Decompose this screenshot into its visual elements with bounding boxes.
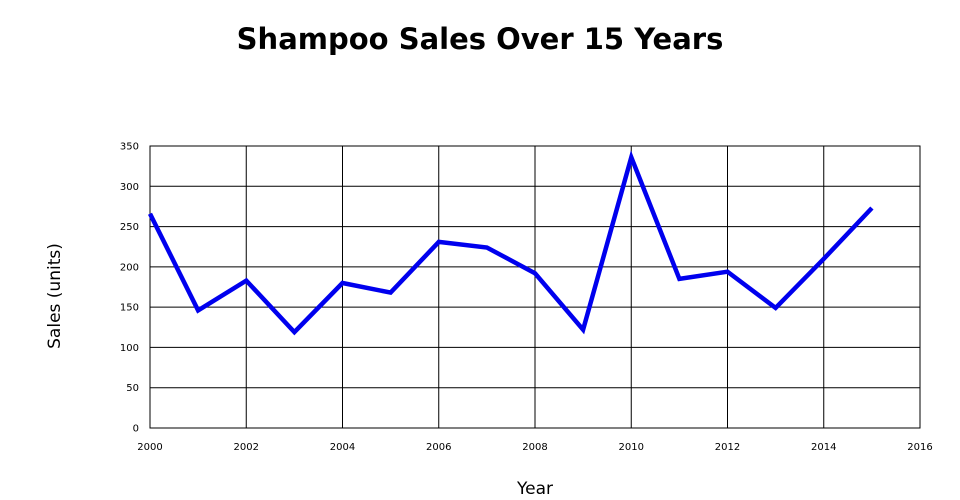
x-tick-label: 2014 (811, 442, 836, 453)
x-tick-label: 2016 (907, 442, 932, 453)
y-tick-label: 100 (120, 343, 139, 354)
series-group (147, 150, 874, 336)
y-tick-label: 250 (120, 222, 139, 233)
x-axis-label: Year (517, 479, 553, 499)
x-tick-label: 2006 (426, 442, 451, 453)
y-tick-label: 200 (120, 262, 139, 273)
plot-area-border (149, 145, 921, 429)
chart-title: Shampoo Sales Over 15 Years (236, 22, 724, 56)
y-tick-labels: 0 50 100 150 200 250 300 350 (120, 142, 139, 435)
x-tick-label: 2004 (330, 442, 355, 453)
y-tick-label: 50 (126, 383, 139, 394)
x-tick-label: 2008 (522, 442, 547, 453)
y-tick-label: 0 (133, 424, 139, 435)
grid-lines (149, 145, 921, 429)
x-tick-label: 2012 (715, 442, 740, 453)
y-tick-label: 350 (120, 142, 139, 153)
y-tick-label: 300 (120, 182, 139, 193)
x-tick-label: 2002 (234, 442, 259, 453)
x-tick-label: 2000 (137, 442, 162, 453)
series-line (147, 150, 874, 336)
x-tick-labels: 2000 2002 2004 2006 2008 2010 2012 2014 2016 (137, 442, 932, 453)
x-tick-label: 2010 (619, 442, 644, 453)
y-tick-label: 150 (120, 303, 139, 314)
